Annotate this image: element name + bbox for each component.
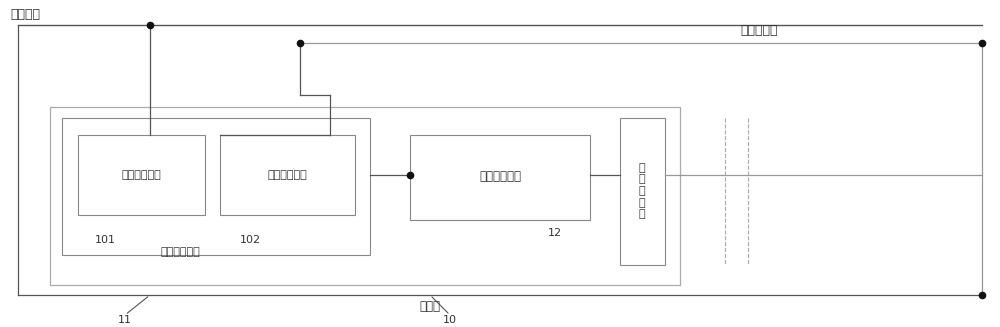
- Text: 锁相控制模块: 锁相控制模块: [479, 170, 521, 183]
- Text: 逆
变
输
出
端: 逆 变 输 出 端: [639, 163, 645, 219]
- Bar: [410, 135, 590, 220]
- Bar: [78, 135, 205, 215]
- Bar: [50, 107, 680, 285]
- Text: 变频器: 变频器: [420, 300, 440, 313]
- Bar: [620, 118, 665, 265]
- Text: 市电供电: 市电供电: [10, 8, 40, 21]
- Bar: [62, 118, 370, 255]
- Text: 市电检测电路: 市电检测电路: [121, 170, 161, 180]
- Text: 电压检测电路: 电压检测电路: [160, 247, 200, 257]
- Text: 11: 11: [118, 315, 132, 325]
- Text: 10: 10: [443, 315, 457, 325]
- Text: 负载输入端: 负载输入端: [740, 24, 778, 37]
- Text: 负载检测电路: 负载检测电路: [267, 170, 307, 180]
- Text: 12: 12: [548, 228, 562, 238]
- Text: 101: 101: [94, 235, 116, 245]
- Bar: [220, 135, 355, 215]
- Text: 102: 102: [239, 235, 261, 245]
